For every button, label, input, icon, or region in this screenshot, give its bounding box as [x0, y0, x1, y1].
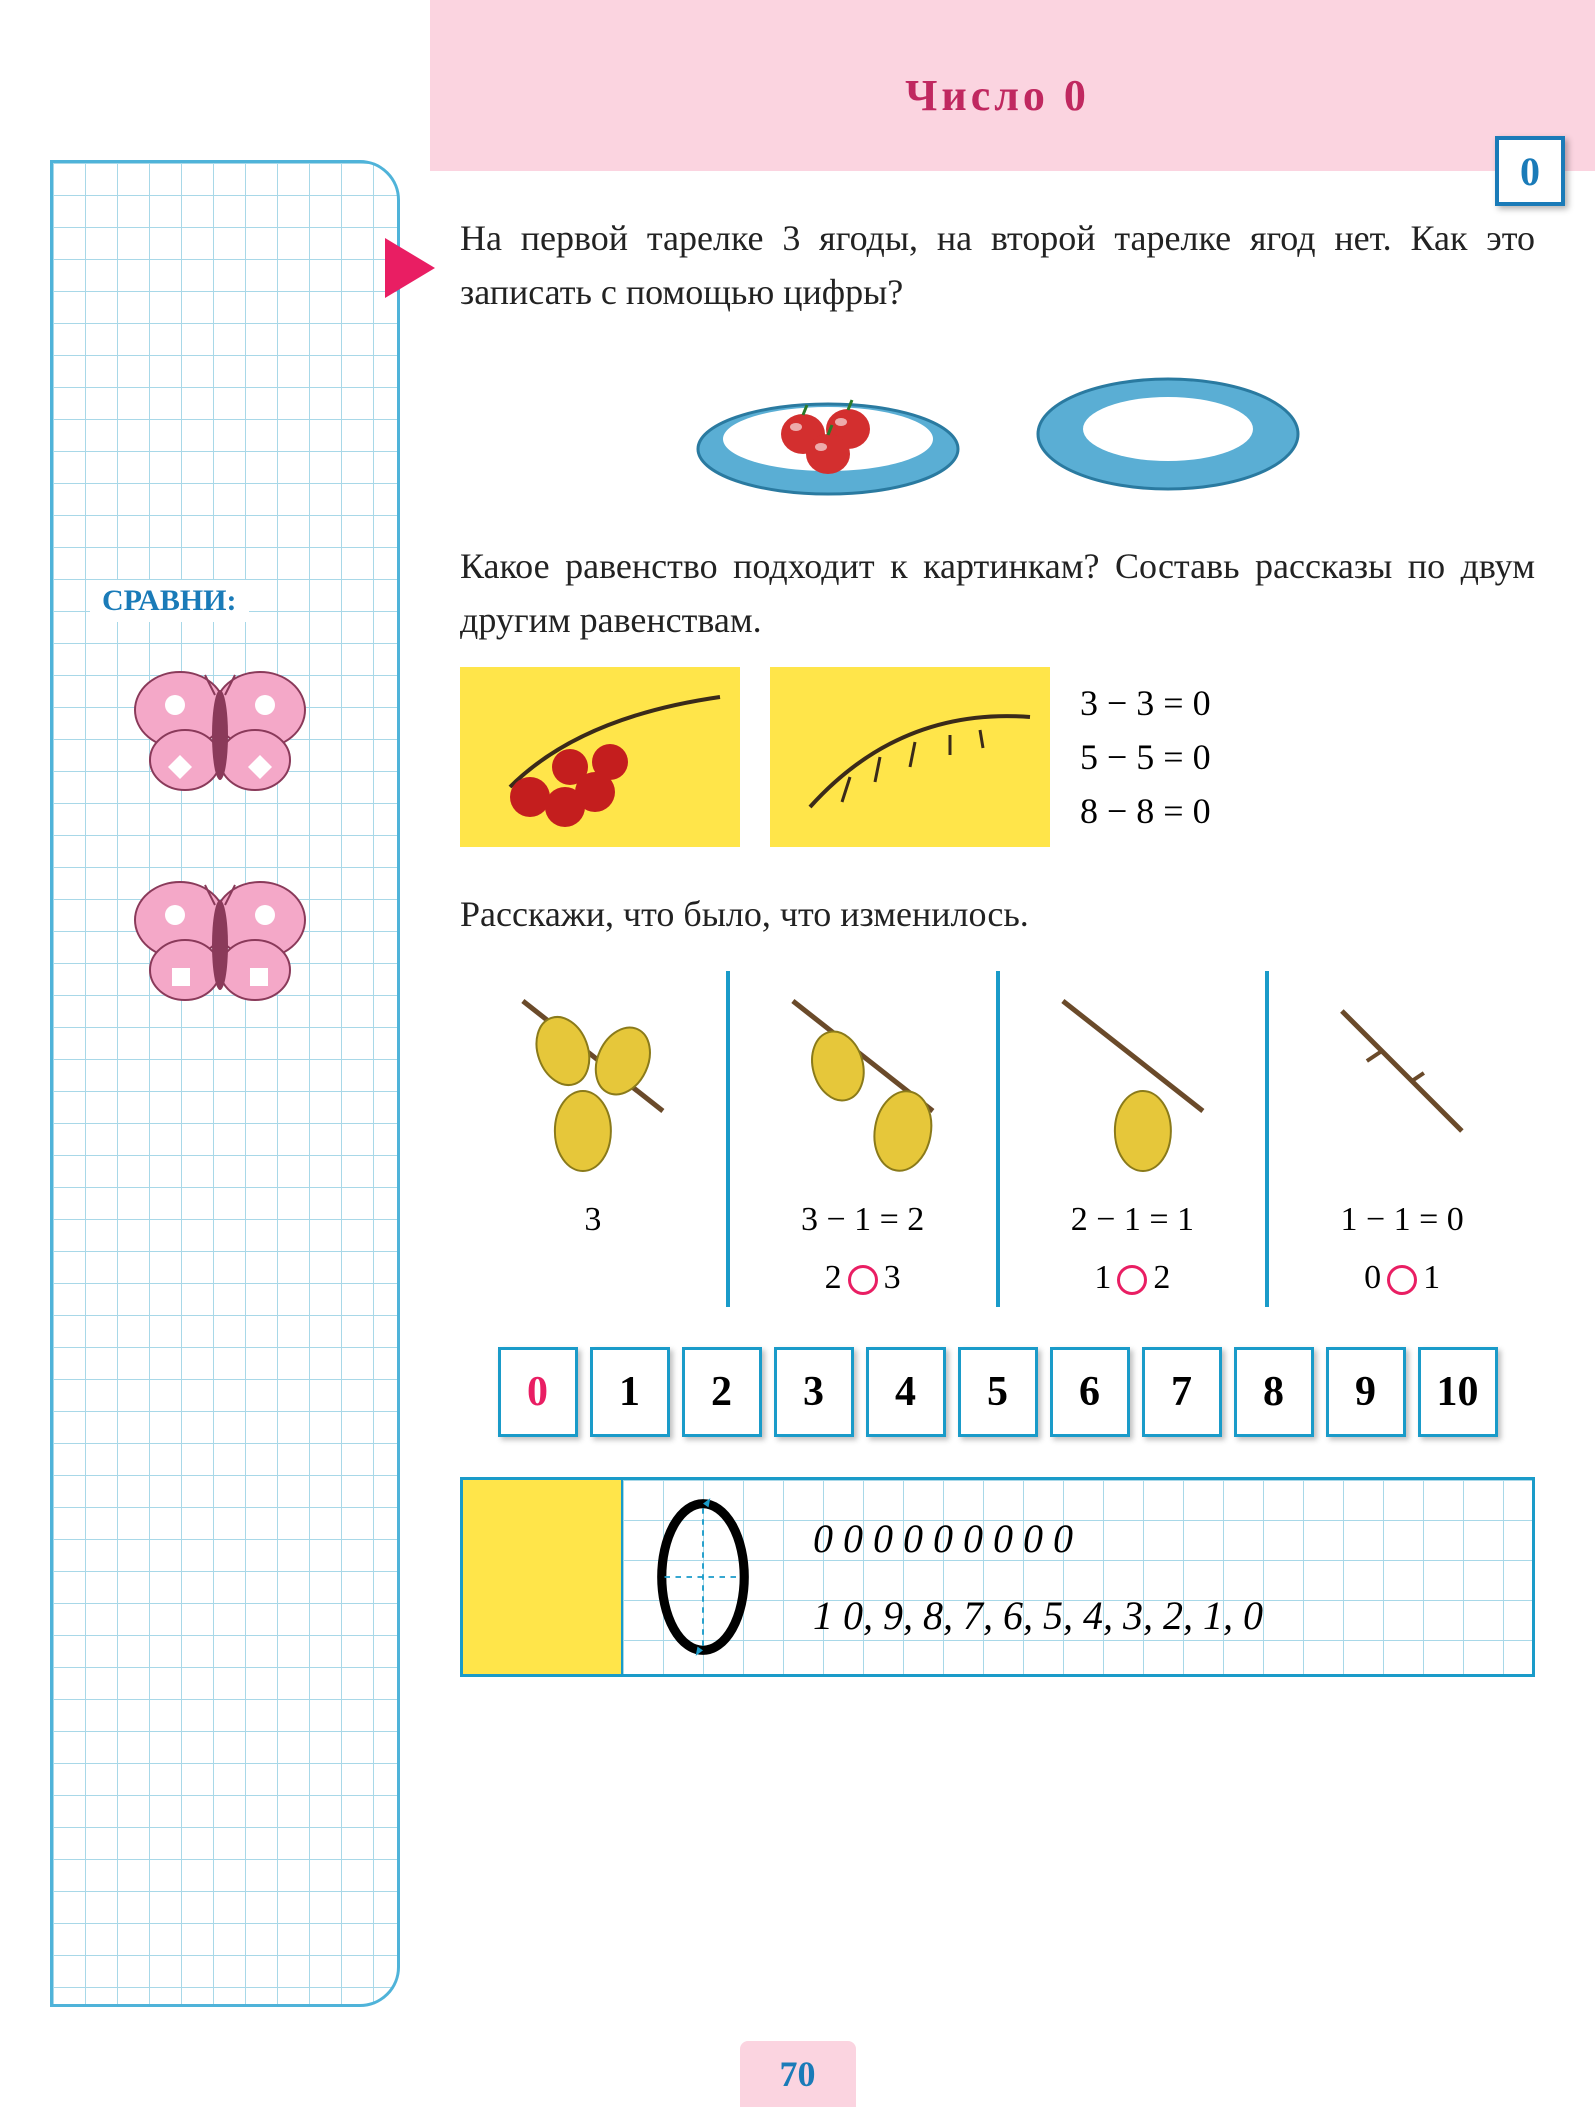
currant-branch-full-icon [460, 667, 740, 847]
main-content: Число 0 0 На первой тарелке 3 ягоды, на … [430, 0, 1595, 2127]
compare-row: 12 [1094, 1259, 1170, 1297]
compare-left: 1 [1094, 1259, 1111, 1296]
compare-row: 23 [825, 1259, 901, 1297]
practice-line: 1 0, 9, 8, 7, 6, 5, 4, 3, 2, 1, 0 [813, 1592, 1502, 1639]
berries-row: 3 − 3 = 0 5 − 5 = 0 8 − 8 = 0 [460, 667, 1535, 847]
number-line: 0 1 2 3 4 5 6 7 8 9 10 [460, 1347, 1535, 1437]
leaf-column: 1 − 1 = 0 01 [1269, 971, 1535, 1307]
header: Число 0 0 [430, 0, 1595, 171]
spacer [589, 1259, 598, 1297]
number-box: 5 [958, 1347, 1038, 1437]
currant-branch-empty-icon [770, 667, 1050, 847]
compare-right: 1 [1423, 1259, 1440, 1296]
equation: 5 − 5 = 0 [1080, 730, 1211, 784]
number-box: 0 [498, 1347, 578, 1437]
leaf-equation: 3 [584, 1201, 601, 1239]
number-box: 9 [1326, 1347, 1406, 1437]
compare-right: 3 [884, 1259, 901, 1296]
branch-3-leaves-icon [475, 981, 711, 1181]
page-number: 70 [740, 2041, 856, 2107]
leaf-column: 2 − 1 = 1 12 [1000, 971, 1270, 1307]
grid-background [50, 160, 400, 2007]
number-box: 2 [682, 1347, 762, 1437]
equation: 3 − 3 = 0 [1080, 676, 1211, 730]
number-box: 3 [774, 1347, 854, 1437]
question3-text: Расскажи, что было, что изменилось. [460, 887, 1535, 941]
number-box: 7 [1142, 1347, 1222, 1437]
number-box: 8 [1234, 1347, 1314, 1437]
number-box: 1 [590, 1347, 670, 1437]
leaf-equation: 1 − 1 = 0 [1340, 1201, 1463, 1239]
writing-lines: 0 0 0 0 0 0 0 0 0 1 0, 9, 8, 7, 6, 5, 4,… [783, 1480, 1532, 1674]
compare-right: 2 [1153, 1259, 1170, 1296]
compare-circle-icon [1117, 1265, 1147, 1295]
compare-circle-icon [848, 1265, 878, 1295]
plates-illustration [460, 359, 1535, 499]
writing-yellow-block [463, 1480, 623, 1674]
butterfly-icon [120, 870, 320, 1020]
branch-2-leaves-icon [745, 981, 981, 1181]
practice-line: 0 0 0 0 0 0 0 0 0 [813, 1515, 1502, 1562]
equation: 8 − 8 = 0 [1080, 784, 1211, 838]
leaf-equation: 2 − 1 = 1 [1071, 1201, 1194, 1239]
leaves-section: 3 3 − 1 = 2 23 [460, 971, 1535, 1307]
zero-writing-guide-icon [623, 1480, 783, 1674]
compare-left: 0 [1364, 1259, 1381, 1296]
branch-0-leaves-icon [1284, 981, 1520, 1181]
plate-with-berries-icon [688, 359, 968, 499]
intro-text: На первой тарелке 3 ягоды, на второй та­… [460, 211, 1535, 319]
compare-label: СРАВНИ: [90, 580, 249, 622]
compare-left: 2 [825, 1259, 842, 1296]
triangle-marker-icon [385, 238, 435, 298]
equations-list: 3 − 3 = 0 5 − 5 = 0 8 − 8 = 0 [1080, 676, 1211, 838]
empty-plate-icon [1028, 359, 1308, 499]
page: СРАВНИ: [0, 0, 1595, 2127]
number-box: 10 [1418, 1347, 1498, 1437]
number-box: 4 [866, 1347, 946, 1437]
leaf-equation: 3 − 1 = 2 [801, 1201, 924, 1239]
sidebar: СРАВНИ: [0, 0, 430, 2127]
leaf-column: 3 − 1 = 2 23 [730, 971, 1000, 1307]
compare-row: 01 [1364, 1259, 1440, 1297]
zero-badge: 0 [1495, 136, 1565, 206]
question2-text: Какое равенство подходит к картинкам? Со… [460, 539, 1535, 647]
leaf-column: 3 [460, 971, 730, 1307]
number-box: 6 [1050, 1347, 1130, 1437]
page-title: Число 0 [460, 70, 1535, 121]
branch-1-leaf-icon [1015, 981, 1251, 1181]
butterfly-icon [120, 660, 320, 810]
compare-circle-icon [1387, 1265, 1417, 1295]
writing-practice: 0 0 0 0 0 0 0 0 0 1 0, 9, 8, 7, 6, 5, 4,… [460, 1477, 1535, 1677]
